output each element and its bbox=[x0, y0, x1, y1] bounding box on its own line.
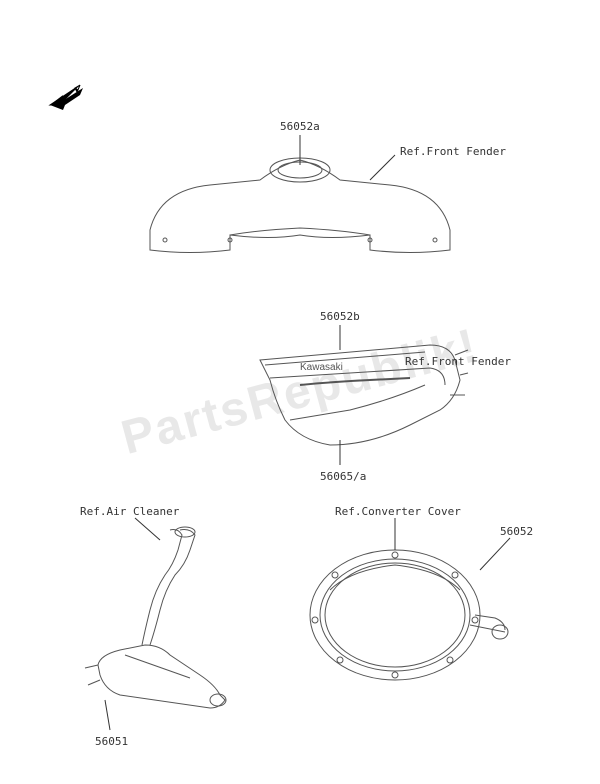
label-56052b: 56052b bbox=[320, 310, 360, 323]
label-ref-front-fender-top: Ref.Front Fender bbox=[400, 145, 506, 158]
label-56052: 56052 bbox=[500, 525, 533, 538]
label-56065a: 56065/a bbox=[320, 470, 366, 483]
leader-lines-converter bbox=[0, 0, 600, 784]
label-56052a: 56052a bbox=[280, 120, 320, 133]
label-56051: 56051 bbox=[95, 735, 128, 748]
label-ref-front-fender-side: Ref.Front Fender bbox=[405, 355, 511, 368]
label-ref-air-cleaner: Ref.Air Cleaner bbox=[80, 505, 179, 518]
label-ref-converter-cover: Ref.Converter Cover bbox=[335, 505, 461, 518]
